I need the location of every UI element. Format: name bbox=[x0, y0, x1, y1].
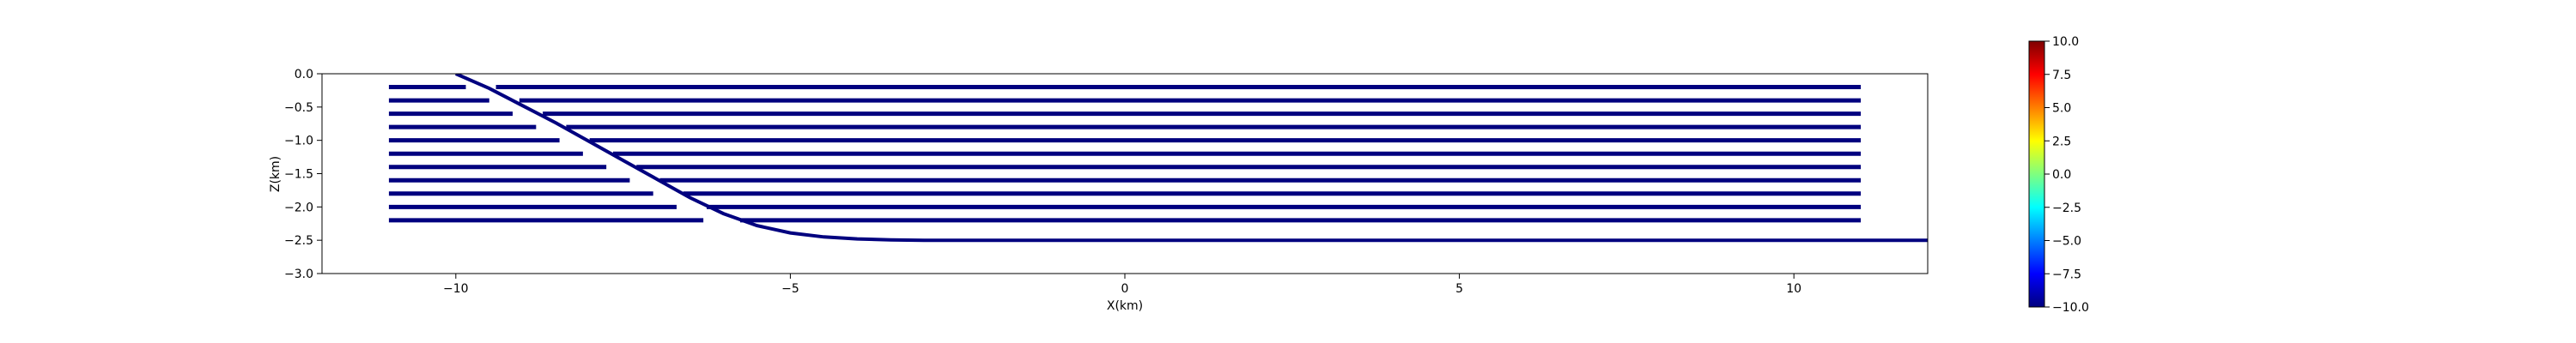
x-tick-label: −5 bbox=[781, 282, 799, 296]
colorbar-tick-label: −2.5 bbox=[2052, 202, 2081, 215]
colorbar-tick-label: −5.0 bbox=[2052, 235, 2081, 249]
colorbar-tick-label: 10.0 bbox=[2052, 35, 2079, 49]
fault-line bbox=[454, 74, 1928, 243]
y-tick-label: −1.5 bbox=[284, 168, 313, 182]
x-axis-label: X(km) bbox=[1107, 299, 1143, 313]
y-tick-label: −0.5 bbox=[284, 101, 313, 115]
y-tick-label: −3.0 bbox=[284, 268, 313, 281]
y-tick-label: 0.0 bbox=[295, 68, 313, 81]
colorbar-tick-label: 0.0 bbox=[2052, 168, 2071, 182]
colorbar-tick-label: 5.0 bbox=[2052, 102, 2071, 116]
colorbar: 10.0 7.5 5.0 2.5 0.0 −2.5 −5.0 −7.5 −10.0 bbox=[2028, 35, 2089, 315]
colorbar-tick-label: 7.5 bbox=[2052, 69, 2071, 82]
y-tick-label: −2.0 bbox=[284, 201, 313, 214]
y-tick-label: −2.5 bbox=[284, 234, 313, 248]
x-tick-label: 5 bbox=[1455, 282, 1463, 296]
plot-frame bbox=[321, 73, 1929, 274]
colorbar-gradient bbox=[2028, 40, 2045, 308]
x-tick-label: 0 bbox=[1121, 282, 1129, 296]
colorbar-tick-label: −10.0 bbox=[2052, 301, 2089, 315]
y-axis: 0.0 −0.5 −1.0 −1.5 −2.0 −2.5 −3.0 bbox=[284, 68, 322, 281]
colorbar-ticks: 10.0 7.5 5.0 2.5 0.0 −2.5 −5.0 −7.5 −10.0 bbox=[2044, 35, 2089, 315]
x-tick-label: −10 bbox=[443, 282, 469, 296]
y-axis-label: Z(km) bbox=[269, 156, 283, 192]
x-tick-label: 10 bbox=[1786, 282, 1801, 296]
y-tick-label: −1.0 bbox=[284, 135, 313, 148]
colorbar-tick-label: −7.5 bbox=[2052, 268, 2081, 281]
x-axis: −10 −5 0 5 10 bbox=[443, 274, 1801, 296]
colorbar-tick-label: 2.5 bbox=[2052, 135, 2071, 148]
plot-area bbox=[321, 73, 1929, 274]
layer-lines bbox=[388, 85, 1862, 223]
